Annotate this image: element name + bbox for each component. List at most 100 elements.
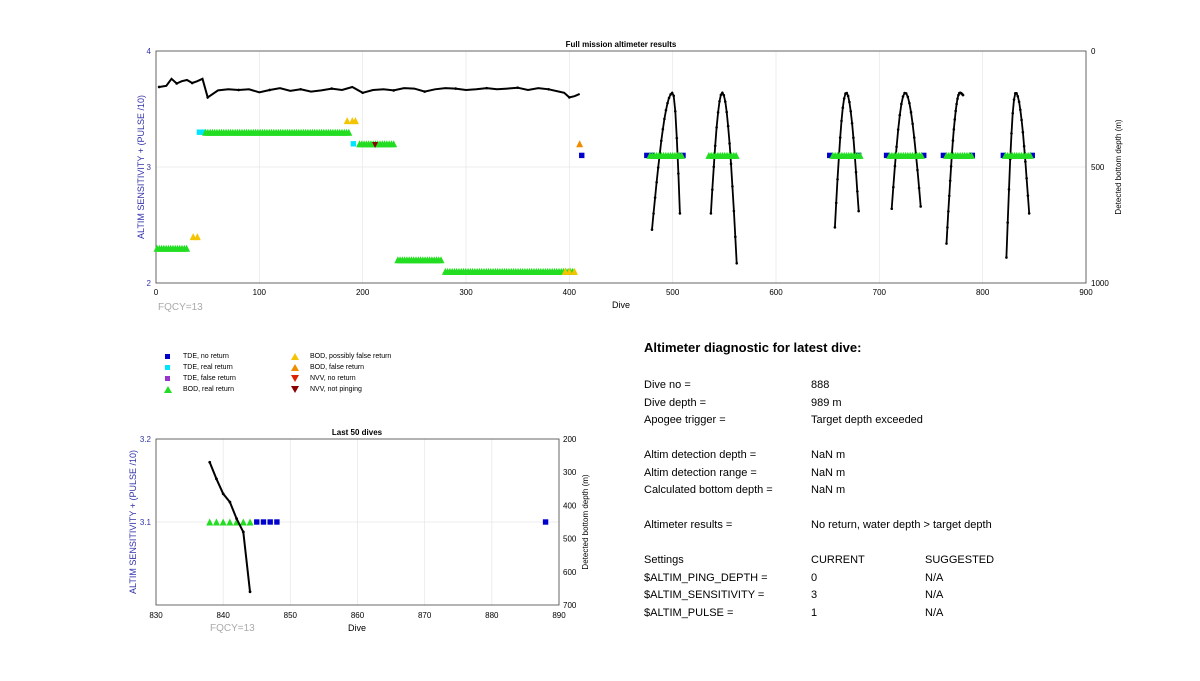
main-xtick-label: 100 [253,288,267,297]
inset-xticks: 830 840 850 860 870 880 890 [149,611,566,620]
dive-depth-curve [1005,92,1031,258]
depth-profile-point [423,90,426,93]
depth-profile-point [268,88,271,92]
inset-ytick-left-label: 3.2 [140,435,152,444]
inset-ytick-right-label: 400 [563,501,577,510]
tde-marker [579,152,585,159]
main-chart-title: Full mission altimeter results [566,40,677,49]
det-depth-label: Altim detection depth = [644,449,757,461]
square-marker-icon [165,354,170,359]
bod-real-return-marker [917,151,925,159]
legend-item: TDE, real return [164,364,233,371]
results-value: No return, water depth > target depth [811,519,992,531]
bod-marker [571,267,578,275]
main-grid [155,50,1087,284]
inset-bod-marker [226,518,234,526]
bod-real-return-marker [968,151,976,159]
ping-depth-current: 0 [811,571,818,584]
dive-depth-curve [890,91,922,209]
bod-real-return-marker [183,244,191,252]
legend-item: TDE, no return [164,353,229,360]
inset-depth-point [248,590,252,594]
inset-bod-marker [212,518,220,526]
apogee-label: Apogee trigger = [644,414,726,426]
main-xtick-label: 800 [976,288,990,297]
inset-ytick-right-label: 600 [563,568,577,577]
main-ytick-left-label: 4 [147,47,152,56]
depth-profile-point [190,81,194,85]
main-xlabel: Dive [612,300,630,310]
depth-profile-point [330,87,333,90]
main-plot-area [155,50,1087,284]
tde-marker [1000,152,1007,159]
bod-real-return-marker [390,140,398,148]
inset-chart-title: Last 50 dives [332,428,383,437]
dive-depth-value: 989 m [811,396,842,409]
inset-bod-marker [239,518,247,526]
main-ytick-right-label: 1000 [1091,279,1109,288]
bod-real-return-marker [678,151,686,159]
dive-depth-curve [945,91,964,244]
inset-depth-line [208,461,251,592]
diagnostic-title: Altimeter diagnostic for latest dive: [644,340,862,355]
legend-label: TDE, false return [183,375,236,382]
tde-marker [196,129,203,135]
legend-label: TDE, real return [183,364,233,371]
legend-label: TDE, no return [183,353,229,360]
bod-real-return-marker [345,128,353,136]
inset-tde-marker [267,519,273,525]
inset-ytick-right-label: 500 [563,535,577,544]
inset-tde-marker [274,519,280,525]
inset-bod-marker [206,518,214,526]
square-marker-icon [165,365,170,370]
tde-marker [827,152,833,159]
main-xtick-label: 700 [873,288,887,297]
legend: TDE, no return TDE, real return TDE, false… [160,350,460,400]
calc-depth-label: Calculated bottom depth = [644,484,773,496]
dive-depth-curve [651,91,681,230]
tde-marker [350,141,357,147]
det-range-label: Altim detection range = [644,466,757,479]
main-right-ticks: 0 500 1000 [1091,47,1109,288]
row-det-range: Altim detection range = NaN m [644,467,1164,485]
inset-bod-marker [219,518,227,526]
inset-tde-marker [260,519,267,525]
main-xtick-label: 0 [154,288,159,297]
depth-profile-point [237,88,240,92]
legend-label: BOD, real return [183,386,234,393]
main-xtick-label: 500 [666,288,680,297]
depth-profile-point [175,82,178,85]
legend-item: NVV, not pinging [291,386,362,393]
main-xtick-label: 200 [356,288,370,297]
depth-profile-point [206,96,209,99]
triangle-down-icon [291,386,299,393]
pulse-current: 1 [811,606,818,619]
legend-item: TDE, false return [164,375,236,382]
tde-marker [921,152,927,159]
main-ytick-left-label: 3 [147,163,152,172]
depth-profile-point [516,86,519,89]
calc-depth-value: NaN m [811,484,846,496]
legend-label: NVV, no return [310,375,356,382]
triangle-up-icon [291,353,299,360]
dive-depth-curve [710,91,738,264]
row-apogee: Apogee trigger = Target depth exceeded [644,414,1164,432]
settings-label: Settings [644,554,684,566]
tde-marker [883,152,890,159]
legend-label: BOD, false return [310,364,365,371]
inset-depth-point [228,500,232,504]
main-left-ticks: 2 3 4 [147,47,152,288]
inset-xtick-label: 840 [216,611,230,620]
inset-xlabel: Dive [348,623,366,633]
square-marker-icon [165,376,170,381]
diagnostic-panel: Altimeter diagnostic for latest dive: Di… [644,340,1164,624]
main-marks [153,77,1035,275]
dive-depth-label: Dive depth = [644,396,707,409]
main-ytick-right-label: 0 [1091,47,1096,56]
inset-xtick-label: 860 [351,611,365,620]
ping-depth-label: $ALTIM_PING_DEPTH = [644,571,768,584]
inset-tde-marker [254,519,260,525]
legend-label: BOD, possibly false return [310,353,392,360]
depth-profile-point [568,96,571,99]
